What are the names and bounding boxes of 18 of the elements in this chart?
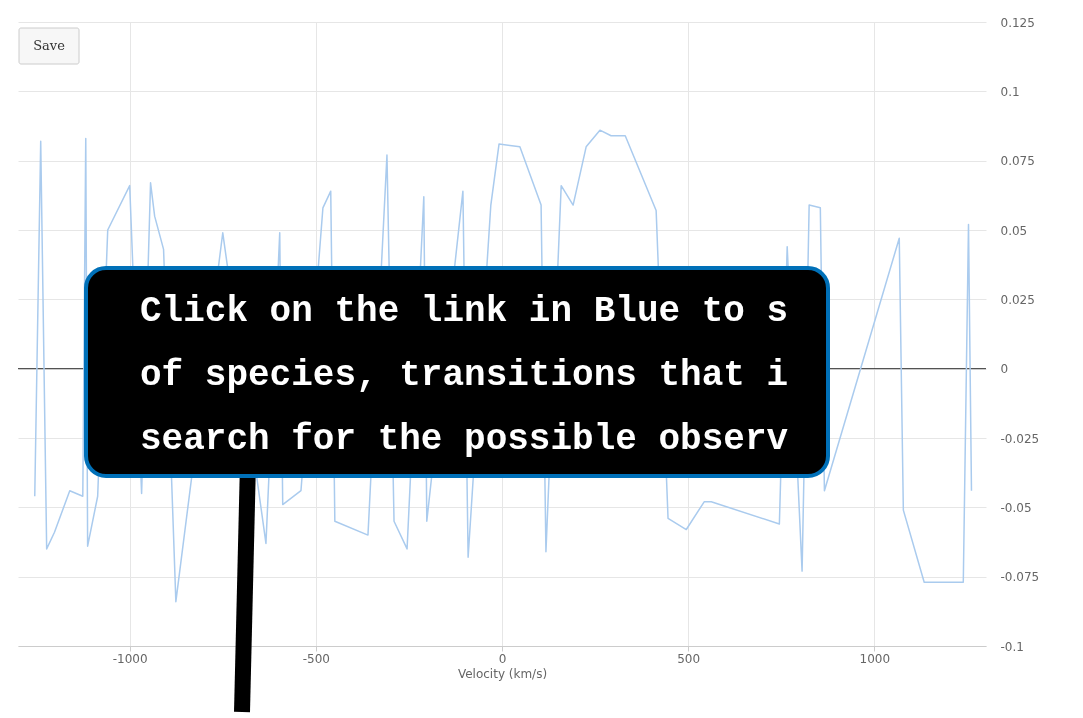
x-tick-label: 1000 <box>859 651 891 666</box>
x-tick-label: -1000 <box>112 651 148 666</box>
y-tick-label: 0 <box>1000 362 1009 377</box>
y-tick-label: 0.075 <box>1000 154 1035 169</box>
x-tick-label: 0 <box>498 651 507 666</box>
x-axis-title: Velocity (km/s) <box>457 666 548 681</box>
y-tick-label: -0.075 <box>1000 570 1040 585</box>
y-tick-label: 0.1 <box>1000 84 1020 99</box>
y-tick-label: 0.05 <box>1000 223 1028 238</box>
annotation: Click on the link in Blue to s of species, transitions that i search for the possible observ <box>140 291 789 460</box>
y-tick-label: 0.025 <box>1000 292 1035 307</box>
y-tick-label: -0.1 <box>1000 639 1024 654</box>
y-tick-label: 0.125 <box>1000 15 1035 30</box>
annotation: Save <box>33 38 66 53</box>
y-tick-label: -0.05 <box>1000 500 1032 515</box>
x-tick-label: 500 <box>677 651 701 666</box>
x-tick-label: -500 <box>302 651 330 666</box>
y-tick-label: -0.025 <box>1000 431 1040 446</box>
